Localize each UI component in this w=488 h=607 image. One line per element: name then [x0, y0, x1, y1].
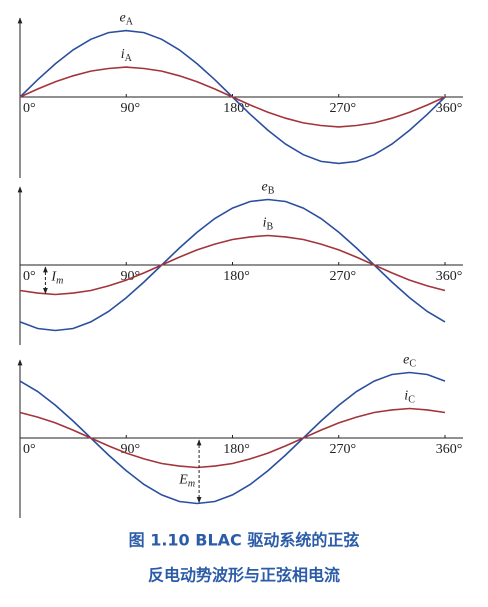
legend-label: iC — [404, 389, 415, 406]
series-line — [19, 66, 446, 128]
legend-label: eA — [120, 11, 134, 28]
x-tick-label: 90° — [120, 269, 140, 284]
annotation: Im — [50, 270, 63, 287]
x-tick-label: 90° — [120, 101, 140, 116]
x-tick-label: 270° — [329, 269, 356, 284]
series-line — [19, 407, 446, 469]
legend-label: eB — [261, 180, 274, 197]
legend-label: iB — [263, 216, 274, 233]
x-tick-label: 360° — [436, 442, 463, 457]
legend-label: eC — [403, 353, 416, 370]
x-tick-label: 180° — [223, 442, 250, 457]
x-tick-label: 360° — [436, 101, 463, 116]
series-line — [19, 234, 446, 296]
x-tick-label: 180° — [223, 269, 250, 284]
x-tick-label: 270° — [329, 101, 356, 116]
x-tick-label: 0° — [23, 442, 36, 457]
x-tick-label: 0° — [23, 269, 36, 284]
caption: 图 1.10 BLAC 驱动系统的正弦 — [129, 531, 360, 550]
x-tick-label: 360° — [436, 269, 463, 284]
x-tick-label: 0° — [23, 101, 36, 116]
caption: 反电动势波形与正弦相电流 — [148, 566, 340, 585]
x-tick-label: 180° — [223, 101, 250, 116]
x-tick-label: 270° — [329, 442, 356, 457]
legend-label: iA — [121, 47, 133, 64]
annotation: Em — [178, 473, 195, 490]
